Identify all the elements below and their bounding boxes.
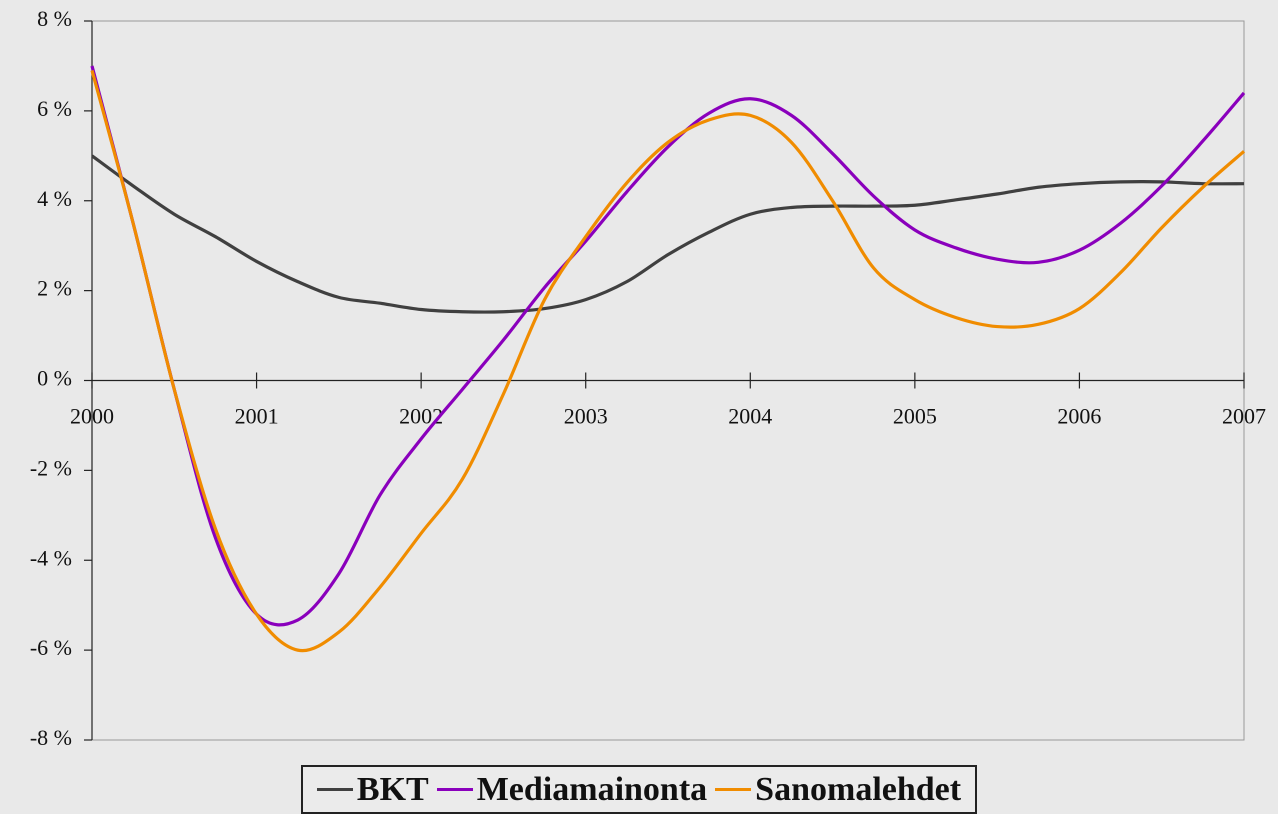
- x-tick-label: 2001: [235, 404, 279, 429]
- y-tick-label: 2 %: [37, 276, 72, 301]
- x-tick-label: 2000: [70, 404, 114, 429]
- y-tick-label: -2 %: [30, 455, 72, 480]
- legend-label: Mediamainonta: [476, 770, 708, 808]
- legend-swatch: [316, 788, 353, 791]
- y-tick-label: -6 %: [30, 635, 72, 660]
- x-tick-label: 2007: [1222, 404, 1266, 429]
- chart: -8 % -6 % -4 % -2 % 0 % 2 % 4 % 6 % 8 % 2000 2001 2…: [30, 6, 1266, 750]
- x-tick-label: 2006: [1057, 404, 1101, 429]
- y-tick-label: -8 %: [30, 725, 72, 750]
- y-tick-label: 4 %: [37, 186, 72, 211]
- series-line: [90, 70, 1246, 653]
- series-line: [91, 154, 1245, 314]
- legend-box: BKT Mediamainonta Sanomalehdet: [300, 765, 978, 814]
- x-tick-label: 2003: [564, 404, 608, 429]
- legend-swatch: [715, 788, 752, 791]
- y-tick-label: 6 %: [37, 96, 72, 121]
- legend-entry: BKT: [316, 770, 429, 809]
- y-tick-label: -4 %: [30, 545, 72, 570]
- legend-label: BKT: [356, 770, 429, 808]
- legend-entry: Sanomalehdet: [715, 771, 961, 809]
- y-tick-label: 8 %: [37, 6, 72, 31]
- legend-entry: Mediamainonta: [436, 770, 708, 809]
- x-tick-label: 2004: [728, 404, 772, 429]
- legend-swatch: [436, 788, 473, 791]
- x-tick-label: 2005: [893, 404, 937, 429]
- legend: BKT Mediamainonta Sanomalehdet: [0, 765, 1278, 814]
- x-tick-label: 2002: [399, 404, 443, 429]
- legend-label: Sanomalehdet: [755, 770, 962, 808]
- series-line: [90, 65, 1246, 627]
- y-tick-label: 0 %: [37, 366, 72, 391]
